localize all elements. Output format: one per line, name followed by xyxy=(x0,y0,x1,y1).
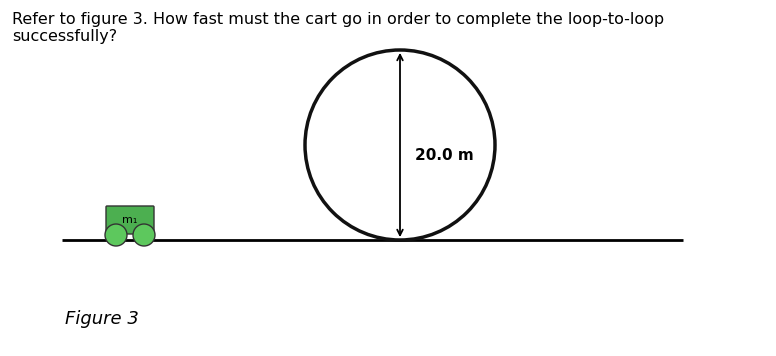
Circle shape xyxy=(105,224,127,246)
Text: Refer to figure 3. How fast must the cart go in order to complete the loop-to-lo: Refer to figure 3. How fast must the car… xyxy=(12,12,664,44)
Text: m₁: m₁ xyxy=(123,215,137,225)
Text: Figure 3: Figure 3 xyxy=(65,310,139,328)
Text: 20.0 m: 20.0 m xyxy=(415,147,474,162)
Circle shape xyxy=(133,224,155,246)
FancyBboxPatch shape xyxy=(106,206,154,234)
